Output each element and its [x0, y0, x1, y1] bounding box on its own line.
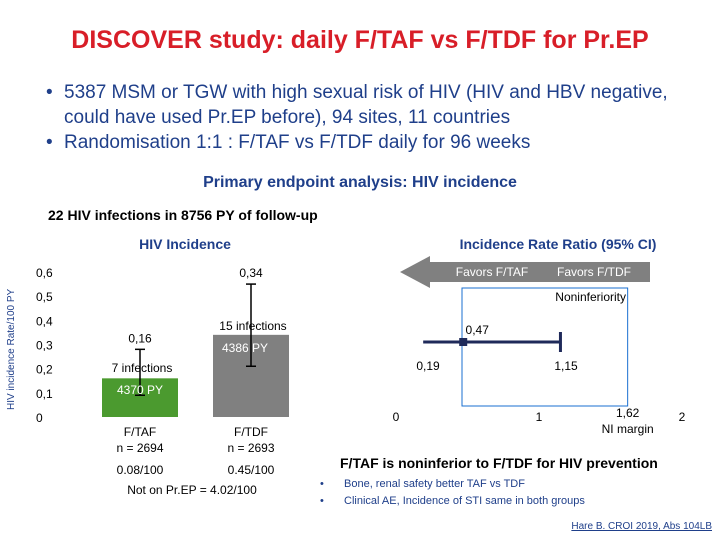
y-tick-label: 0,2 — [36, 363, 53, 377]
reference-citation: Hare B. CROI 2019, Abs 104LB — [571, 521, 712, 532]
noninferiority-region — [461, 287, 629, 407]
forest-title: Incidence Rate Ratio (95% CI) — [460, 236, 657, 252]
py-label-taf: 4370 PY — [117, 383, 163, 397]
ci-lower-label: 0,19 — [416, 359, 440, 373]
favors-tdf-label: Favors F/TDF — [557, 265, 631, 279]
favors-arrow — [400, 256, 650, 288]
bar-category-label: F/TDF — [234, 425, 268, 439]
y-tick-label: 0,6 — [36, 266, 53, 280]
y-tick-label: 0,4 — [36, 314, 53, 328]
infections-label-tdf: 15 infections — [219, 319, 286, 333]
ni-margin-value: 1,62 — [616, 406, 640, 420]
noninferiority-label: Noninferiority — [555, 290, 626, 304]
infections-summary: 22 HIV infections in 8756 PY of follow-u… — [48, 207, 318, 223]
ni-margin-label: NI margin — [602, 422, 654, 436]
bar-n-label: n = 2693 — [227, 441, 274, 455]
primary-endpoint-heading: Primary endpoint analysis: HIV incidence — [203, 174, 517, 191]
y-tick-label: 0,3 — [36, 339, 53, 353]
forest-x-tick: 2 — [679, 410, 686, 424]
y-tick-label: 0,1 — [36, 387, 53, 401]
point-bone-renal: Bone, renal safety better TAF vs TDF — [318, 476, 718, 493]
safety-points: Bone, renal safety better TAF vs TDF Cli… — [318, 476, 718, 510]
bullet-population: 5387 MSM or TGW with high sexual risk of… — [40, 80, 700, 130]
bar-chart-title: HIV Incidence — [139, 236, 231, 252]
study-bullets: 5387 MSM or TGW with high sexual risk of… — [40, 80, 700, 155]
infections-label-taf: 7 infections — [112, 361, 173, 375]
bar-rate-label: 0.45/100 — [228, 463, 275, 477]
favors-taf-label: Favors F/TAF — [456, 265, 528, 279]
not-on-prep-label: Not on Pr.EP = 4.02/100 — [127, 483, 257, 497]
bar-category-label: F/TAF — [124, 425, 156, 439]
point-clinical-ae: Clinical AE, Incidence of STI same in bo… — [318, 493, 718, 510]
bar-n-label: n = 2694 — [116, 441, 163, 455]
slide-title: DISCOVER study: daily F/TAF vs F/TDF for… — [71, 26, 649, 54]
point-estimate — [459, 338, 468, 346]
bar-rate-label: 0.08/100 — [117, 463, 164, 477]
forest-x-tick: 1 — [536, 410, 543, 424]
ci-upper-label: 1,15 — [554, 359, 578, 373]
conclusion-text: F/TAF is noninferior to F/TDF for HIV pr… — [340, 455, 658, 471]
forest-x-tick: 0 — [393, 410, 400, 424]
bullet-randomisation: Randomisation 1:1 : F/TAF vs F/TDF daily… — [40, 130, 700, 155]
y-tick-label: 0,5 — [36, 290, 53, 304]
point-estimate-label: 0,47 — [466, 323, 490, 337]
y-tick-label: 0 — [36, 411, 43, 425]
py-label-tdf: 4386 PY — [222, 341, 268, 355]
bar-value-label: 0,34 — [239, 266, 263, 280]
bar-value-label: 0,16 — [128, 331, 152, 345]
